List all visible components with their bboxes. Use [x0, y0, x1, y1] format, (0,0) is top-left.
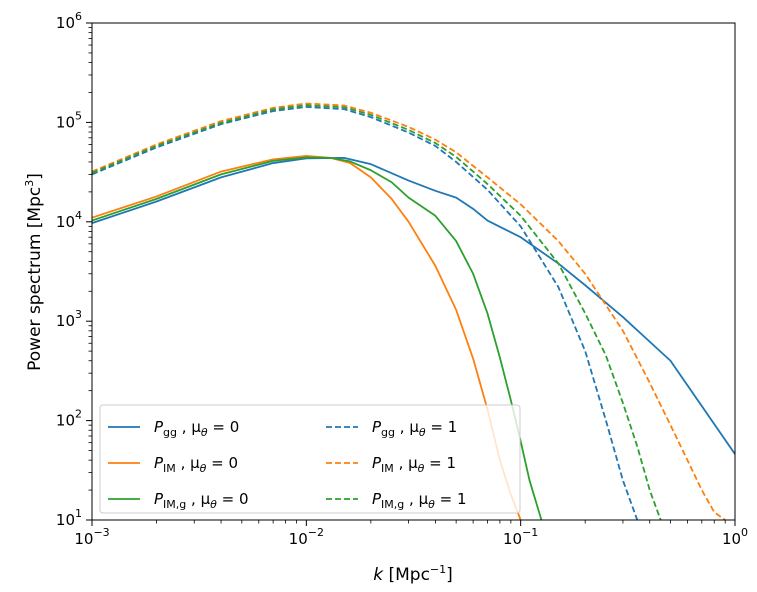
series-line-4	[92, 102, 726, 520]
y-axis: 101 102 103 104 105 106	[56, 10, 92, 529]
series-line-0	[92, 156, 735, 455]
series-line-5	[92, 104, 662, 520]
y-tick-label-5: 106	[56, 10, 82, 32]
legend-label-5: PIM,g , μθ = 1	[372, 490, 467, 511]
plot-frame	[91, 22, 736, 521]
series-line-3	[92, 106, 639, 520]
x-tick-label-2: 10−1	[503, 526, 538, 548]
legend: Pgg , μθ = 0 PIM , μθ = 0 PIM,g , μθ = 0 Pg…	[99, 404, 521, 514]
legend-label-0: Pgg , μθ = 0	[154, 418, 239, 439]
legend-label-2: PIM,g , μθ = 0	[154, 490, 249, 511]
legend-label-3: Pgg , μθ = 1	[372, 418, 457, 439]
y-tick-label-2: 103	[56, 308, 82, 330]
legend-label-4: PIM , μθ = 1	[372, 454, 456, 475]
series-layer	[92, 102, 735, 520]
y-tick-label-4: 105	[56, 109, 82, 131]
x-axis: 10−3 10−2 10−1 100	[74, 520, 748, 548]
legend-label-1: PIM , μθ = 0	[154, 454, 238, 475]
x-tick-label-0: 10−3	[74, 526, 109, 548]
x-tick-label-3: 100	[722, 526, 748, 548]
x-tick-label-1: 10−2	[289, 526, 324, 548]
y-axis-label: Power spectrum [Mpc3]	[23, 173, 45, 371]
y-tick-label-1: 102	[56, 408, 82, 430]
legend-box	[99, 404, 521, 514]
series-line-2	[92, 156, 543, 520]
y-tick-label-0: 101	[56, 507, 82, 529]
x-axis-label: k [Mpc−1]	[373, 563, 453, 585]
y-tick-label-3: 104	[56, 209, 82, 231]
